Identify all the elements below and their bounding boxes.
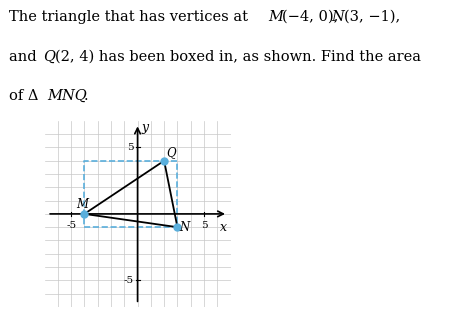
Text: N: N	[331, 10, 344, 24]
Text: (3, −1),: (3, −1),	[344, 10, 400, 24]
Text: (2, 4) has been boxed in, as shown. Find the area: (2, 4) has been boxed in, as shown. Find…	[55, 50, 421, 64]
Text: Q: Q	[43, 50, 55, 64]
Text: 5: 5	[127, 143, 133, 152]
Text: M: M	[268, 10, 283, 24]
Text: N: N	[179, 221, 189, 234]
Text: of Δ: of Δ	[9, 89, 38, 103]
Text: MNQ: MNQ	[47, 89, 87, 103]
Text: x: x	[221, 221, 227, 234]
Text: and: and	[9, 50, 41, 64]
Text: -5: -5	[124, 276, 133, 285]
Text: The triangle that has vertices at: The triangle that has vertices at	[9, 10, 253, 24]
Text: Q: Q	[166, 146, 176, 159]
Text: 5: 5	[201, 220, 207, 229]
Text: (−4, 0),: (−4, 0),	[282, 10, 343, 24]
Text: y: y	[142, 121, 149, 134]
Text: .: .	[83, 89, 88, 103]
Text: -5: -5	[66, 220, 76, 229]
Text: M: M	[76, 198, 88, 211]
